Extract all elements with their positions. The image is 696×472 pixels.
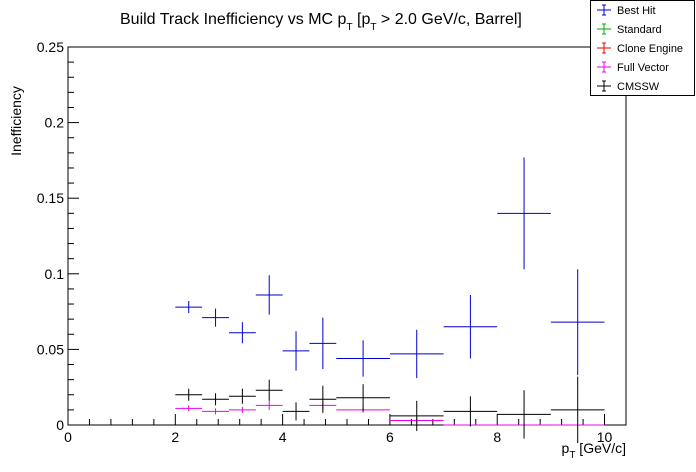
data-point [202, 308, 229, 327]
data-point [550, 269, 605, 376]
data-point [336, 340, 390, 377]
x-tick-label: 2 [171, 429, 179, 445]
data-point [175, 405, 203, 412]
legend-entry: CMSSW [597, 80, 660, 93]
y-tick-label: 0.15 [37, 190, 64, 206]
y-tick-label: 0.2 [45, 115, 65, 131]
y-tick-label: 0.05 [37, 341, 64, 357]
data-point [228, 388, 256, 404]
x-tick-label: 10 [597, 429, 613, 445]
legend-label: Full Vector [617, 62, 669, 74]
data-point [309, 317, 337, 370]
data-point [255, 400, 283, 410]
data-point [202, 408, 229, 415]
data-point [336, 384, 390, 412]
data-point [389, 400, 444, 432]
legend-entry: Best Hit [597, 4, 656, 17]
data-point [497, 157, 551, 270]
legend: Best Hit Standard Clone Engine Full Vector C… [590, 0, 695, 96]
y-tick-label: 0 [56, 417, 64, 433]
x-axis-label: pT [GeV/c] [562, 440, 626, 461]
data-point [443, 294, 498, 359]
legend-label: Clone Engine [617, 43, 683, 55]
data-point [228, 322, 256, 344]
data-point [443, 396, 498, 427]
data-point [282, 402, 310, 421]
y-axis-label: Inefficiency [8, 86, 24, 156]
chart-title: Build Track Inefficiency vs MC pT [pT > … [120, 11, 522, 33]
data-point [255, 379, 283, 401]
legend-label: CMSSW [617, 81, 660, 93]
legend-entry: Standard [597, 23, 662, 36]
legend-label: Standard [617, 24, 662, 36]
data-point [255, 275, 283, 315]
legend-label: Best Hit [617, 5, 656, 17]
legend-entry: Clone Engine [597, 42, 683, 55]
data-series [175, 157, 605, 444]
data-point [228, 406, 256, 413]
data-point [175, 388, 203, 401]
data-point [497, 390, 551, 439]
plot-frame [67, 46, 627, 426]
data-point [309, 385, 337, 413]
y-axis: 0 0.05 0.1 0.15 0.2 0.25 [37, 39, 79, 433]
x-tick-label: 4 [279, 429, 287, 445]
y-tick-label: 0.1 [45, 266, 65, 282]
x-tick-label: 8 [493, 429, 501, 445]
data-point [282, 331, 310, 371]
data-point [175, 301, 203, 314]
data-point [550, 376, 605, 444]
legend-entry: Full Vector [597, 61, 669, 74]
x-tick-label: 0 [64, 429, 72, 445]
data-point [202, 393, 229, 406]
data-point [389, 329, 444, 379]
x-tick-label: 6 [386, 429, 394, 445]
x-axis: 0 2 4 6 8 10 [64, 414, 627, 445]
y-tick-label: 0.25 [37, 39, 64, 55]
